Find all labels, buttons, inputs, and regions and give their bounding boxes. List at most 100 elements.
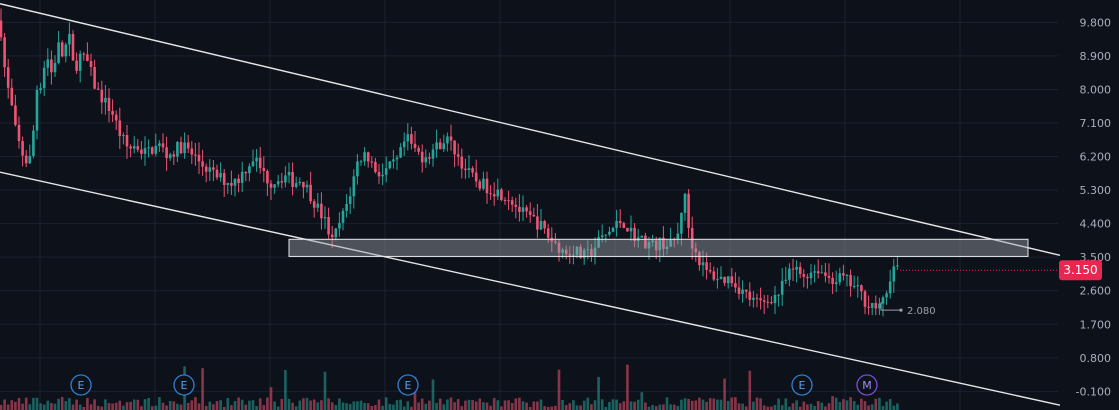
volume-bar: [435, 402, 438, 410]
candle-body: [10, 87, 14, 106]
candle-body: [100, 89, 104, 103]
candle-body: [482, 178, 485, 189]
candle-body: [507, 200, 510, 202]
candle-body: [39, 88, 42, 90]
volume-bar: [615, 399, 618, 410]
volume-bar: [629, 401, 633, 410]
candle-body: [179, 141, 183, 154]
volume-bar: [60, 397, 64, 410]
volume-bar: [305, 397, 309, 410]
volume-bar: [93, 399, 96, 410]
volume-bar: [122, 405, 125, 410]
candle-body: [345, 203, 348, 211]
volume-bar: [575, 405, 579, 410]
candle-body: [327, 216, 330, 235]
volume-bar: [622, 401, 626, 410]
candle-body: [215, 169, 219, 178]
candle-body: [320, 203, 323, 219]
volume-bar: [71, 404, 75, 410]
volume-bar: [309, 400, 312, 410]
candle-body: [446, 136, 449, 144]
volume-bar: [240, 399, 244, 410]
candle-body: [762, 300, 766, 302]
candle-body: [838, 273, 842, 283]
candle-body: [240, 171, 244, 183]
candle-body: [154, 145, 158, 154]
volume-bar: [118, 400, 122, 410]
volume-bar: [734, 397, 737, 410]
volume-bar: [827, 403, 831, 410]
candle-body: [222, 173, 226, 185]
volume-bar: [323, 371, 327, 410]
volume-bar: [291, 402, 294, 410]
candle-body: [338, 222, 341, 229]
candle-body: [53, 62, 57, 73]
candle-body: [35, 89, 39, 131]
volume-bar: [644, 402, 647, 410]
candle-body: [514, 204, 518, 207]
candle-body: [845, 274, 849, 276]
candle-body: [870, 303, 874, 308]
y-tick-label: 1.700: [1080, 318, 1112, 331]
volume-bar: [705, 401, 708, 410]
candle-body: [795, 266, 798, 270]
candle-body: [118, 120, 122, 137]
candle-body: [3, 37, 6, 68]
event-marker-E[interactable]: [397, 374, 419, 396]
candle-body: [68, 33, 71, 45]
candle-body: [219, 173, 222, 178]
candle-body: [568, 254, 572, 256]
volume-bar: [716, 399, 719, 410]
candle-body: [388, 161, 392, 169]
volume-bar: [564, 405, 568, 410]
drawings[interactable]: 2.080: [0, 3, 1061, 406]
volume-bar: [276, 406, 280, 410]
volume-bar: [870, 404, 874, 410]
candlesticks[interactable]: [0, 8, 899, 317]
candle-body: [438, 142, 442, 150]
volume-bar: [384, 397, 388, 410]
event-marker-E[interactable]: [70, 374, 92, 396]
volume-bar: [356, 401, 359, 410]
volume-bar: [136, 399, 140, 410]
event-marker-E[interactable]: [791, 374, 813, 396]
candle-body: [626, 227, 629, 232]
volume-bar: [197, 403, 201, 410]
candle-body: [539, 221, 543, 230]
volume-bar: [17, 397, 21, 410]
volume-bar: [798, 406, 802, 410]
volume-bar: [464, 400, 467, 410]
volume-bar: [737, 403, 741, 410]
candle-body: [582, 250, 586, 259]
event-marker-M[interactable]: [856, 374, 878, 396]
volume-bar: [363, 403, 366, 410]
candle-body: [32, 130, 35, 156]
candle-body: [50, 59, 53, 73]
volume-bar: [424, 403, 428, 410]
candle-body: [410, 134, 413, 144]
candle-body: [662, 237, 665, 250]
volume-bar: [154, 405, 158, 410]
event-marker-label: E: [799, 379, 806, 392]
volume-bar: [316, 402, 320, 410]
candle-body: [496, 189, 500, 197]
candle-body: [572, 255, 575, 257]
candle-body: [798, 266, 802, 275]
candle-body: [413, 143, 417, 149]
volume-bar: [359, 400, 363, 410]
candle-body: [597, 237, 600, 248]
volume-bar: [669, 404, 672, 410]
volume-bar: [68, 398, 71, 410]
volume-bar: [604, 406, 608, 410]
price-axis[interactable]: 9.8008.9008.0007.1006.2005.3004.4003.500…: [1059, 16, 1111, 398]
volume-bar: [201, 368, 204, 410]
volume-bar: [107, 403, 111, 410]
candle-body: [258, 157, 262, 169]
candle-body: [654, 240, 658, 251]
event-marker-E[interactable]: [173, 374, 195, 396]
candle-body: [129, 146, 132, 149]
volume-bar: [273, 401, 276, 410]
